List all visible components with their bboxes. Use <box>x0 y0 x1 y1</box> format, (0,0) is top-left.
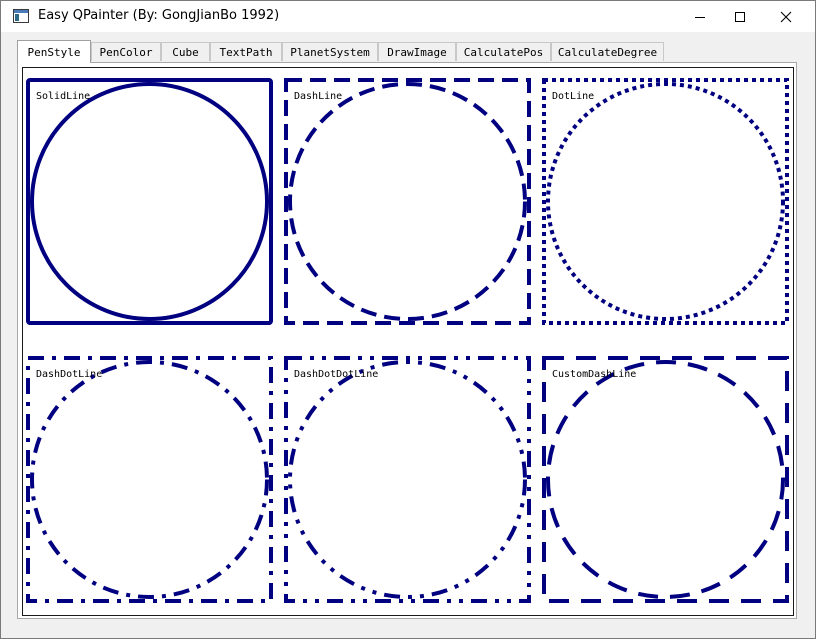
cell-circle <box>546 360 785 599</box>
cell-label: SolidLine <box>36 91 90 102</box>
tab-cube[interactable]: Cube <box>161 42 210 61</box>
tab-label: CalculateDegree <box>557 45 658 59</box>
cell-frame <box>542 78 789 325</box>
app-icon <box>13 9 29 23</box>
cell-frame <box>26 356 273 603</box>
tab-label: PenStyle <box>27 45 81 59</box>
tab-label: TextPath <box>219 45 273 59</box>
cell-circle <box>30 82 269 321</box>
window-title: Easy QPainter (By: GongJianBo 1992) <box>38 8 280 23</box>
cell-frame <box>284 78 531 325</box>
cell-circle <box>288 82 527 321</box>
tab-calculatedegree[interactable]: CalculateDegree <box>551 42 664 61</box>
cell-label: DashLine <box>294 91 342 102</box>
pen-style-canvas: SolidLine DashLine DotLine DashDotLine DashD… <box>22 67 794 616</box>
pen-cell-solid: SolidLine <box>26 78 273 325</box>
tab-label: Cube <box>172 45 199 59</box>
pen-cell-dash: DashLine <box>284 78 531 325</box>
tab-label: CalculatePos <box>463 45 544 59</box>
minimize-icon <box>695 16 705 18</box>
maximize-button[interactable] <box>717 1 763 32</box>
pen-cell-dot: DotLine <box>542 78 789 325</box>
cell-label: DashDotLine <box>36 369 102 380</box>
tab-planetsystem[interactable]: PlanetSystem <box>282 42 378 61</box>
cell-circle <box>30 360 269 599</box>
cell-circle <box>288 360 527 599</box>
maximize-icon <box>735 11 745 22</box>
pen-cell-dashdotdot: DashDotDotLine <box>284 356 531 603</box>
cell-label: CustomDashLine <box>552 369 636 380</box>
title-bar[interactable]: Easy QPainter (By: GongJianBo 1992) <box>1 1 815 32</box>
pen-cell-dashdot: DashDotLine <box>26 356 273 603</box>
tab-label: DrawImage <box>387 45 447 59</box>
cell-circle <box>546 82 785 321</box>
cell-label: DashDotDotLine <box>294 369 378 380</box>
pen-cell-custom: CustomDashLine <box>542 356 789 603</box>
tab-drawimage[interactable]: DrawImage <box>378 42 456 61</box>
cell-frame <box>26 78 273 325</box>
minimize-button[interactable] <box>677 1 723 32</box>
close-icon <box>780 11 792 22</box>
cell-label: DotLine <box>552 91 594 102</box>
pen-style-drawing: SolidLine DashLine DotLine DashDotLine DashD… <box>26 78 789 603</box>
tab-penstyle[interactable]: PenStyle <box>17 40 91 63</box>
tab-pencolor[interactable]: PenColor <box>91 42 161 61</box>
tab-calculatepos[interactable]: CalculatePos <box>456 42 551 61</box>
close-button[interactable] <box>763 1 809 32</box>
tab-pane: SolidLine DashLine DotLine DashDotLine DashD… <box>17 62 797 619</box>
tab-textpath[interactable]: TextPath <box>210 42 282 61</box>
tab-label: PlanetSystem <box>290 45 370 59</box>
cell-frame <box>542 356 789 603</box>
tab-label: PenColor <box>99 45 153 59</box>
cell-frame <box>284 356 531 603</box>
